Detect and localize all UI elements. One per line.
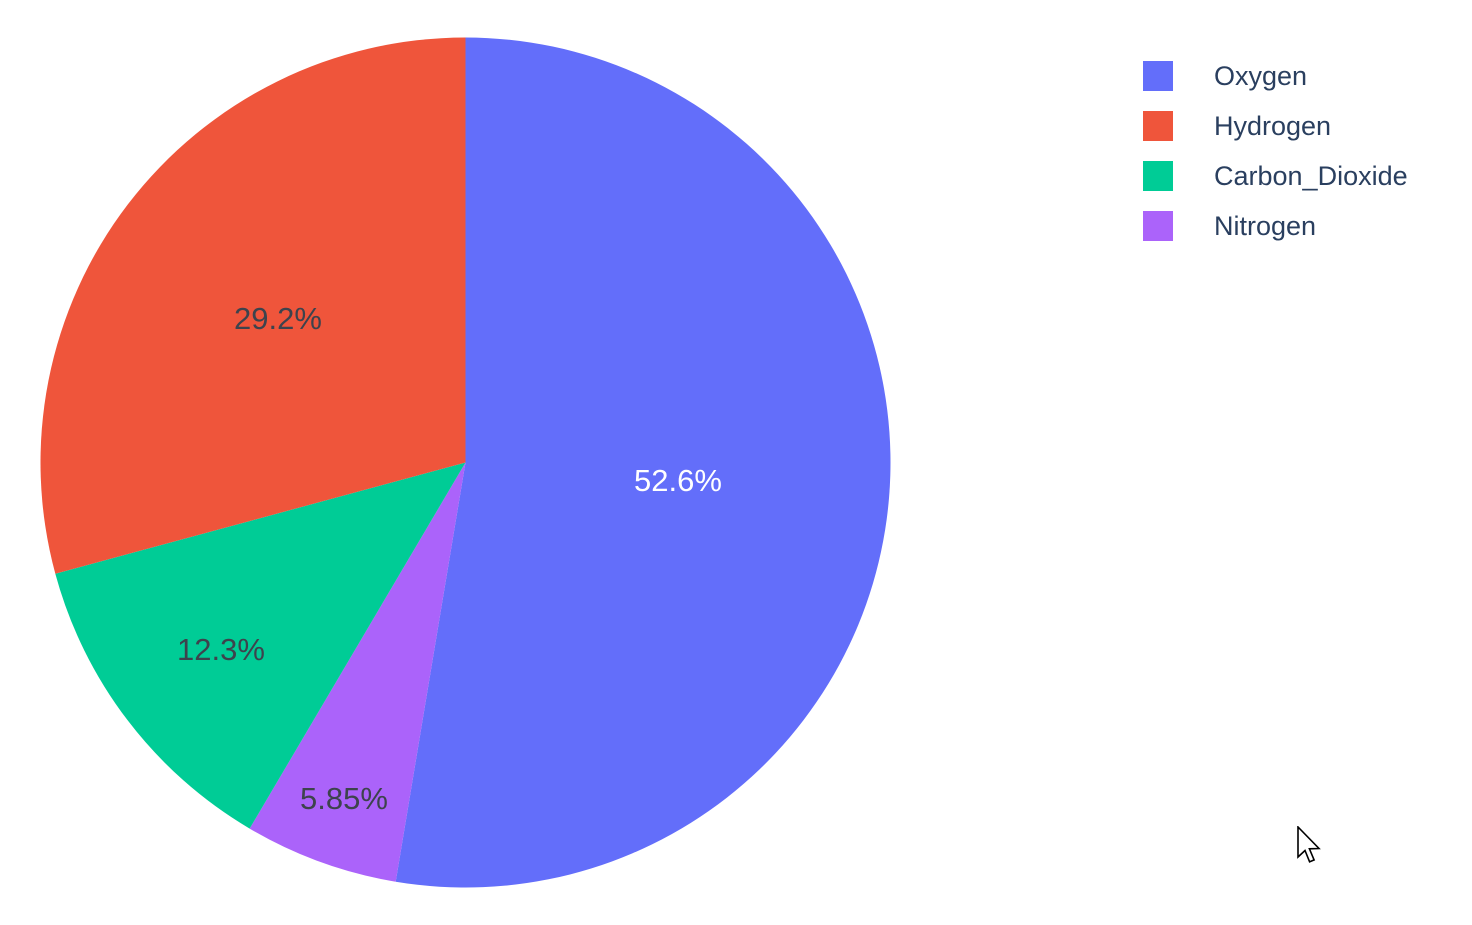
legend: Oxygen Hydrogen Carbon_Dioxide Nitrogen <box>1143 61 1408 261</box>
legend-swatch-nitrogen-icon <box>1143 211 1173 241</box>
legend-label-carbon-dioxide: Carbon_Dioxide <box>1214 161 1408 191</box>
legend-item-hydrogen[interactable]: Hydrogen <box>1143 111 1408 141</box>
slice-label-hydrogen: 29.2% <box>234 301 322 336</box>
pie-slice-hydrogen[interactable] <box>40 37 466 574</box>
legend-label-oxygen: Oxygen <box>1214 61 1308 91</box>
legend-label-nitrogen: Nitrogen <box>1214 211 1317 241</box>
legend-item-nitrogen[interactable]: Nitrogen <box>1143 211 1408 241</box>
legend-item-carbon-dioxide[interactable]: Carbon_Dioxide <box>1143 161 1408 191</box>
slice-label-carbon-dioxide: 12.3% <box>177 632 265 667</box>
pie-slice-nitrogen[interactable] <box>249 462 466 882</box>
legend-label-hydrogen: Hydrogen <box>1214 111 1332 141</box>
pie-slices <box>40 37 891 888</box>
legend-swatch-hydrogen-icon <box>1143 111 1173 141</box>
slice-label-nitrogen: 5.85% <box>300 781 388 816</box>
slice-label-oxygen: 52.6% <box>634 463 722 498</box>
legend-item-oxygen[interactable]: Oxygen <box>1143 61 1408 91</box>
pie-slice-labels: 52.6% 29.2% 12.3% 5.85% <box>177 301 722 816</box>
legend-swatch-oxygen-icon <box>1143 61 1173 91</box>
legend-swatch-carbon-dioxide-icon <box>1143 161 1173 191</box>
pie-slice-oxygen[interactable] <box>395 37 891 888</box>
pie-slice-carbon_dioxide[interactable] <box>55 462 466 829</box>
